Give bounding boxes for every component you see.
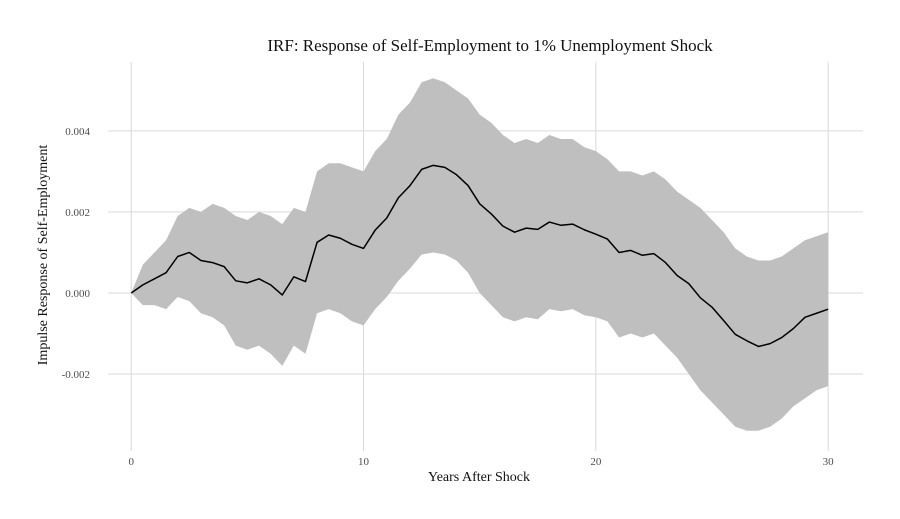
x-tick-label: 10 [358,456,370,468]
x-tick-label: 30 [823,456,835,468]
chart-title: IRF: Response of Self-Employment to 1% U… [267,36,713,55]
x-tick-label: 20 [590,456,602,468]
y-axis-title: Impulse Response of Self-Employment [36,145,51,366]
tick-labels: 0 10 20 30 -0.002 0.000 0.002 0.004 [62,126,835,468]
confidence-band [131,78,829,431]
y-tick-label: 0.000 [65,288,90,300]
y-tick-label: 0.004 [65,126,90,138]
x-tick-label: 0 [128,456,134,468]
y-tick-label: 0.002 [65,207,90,219]
y-tick-label: -0.002 [62,369,90,381]
irf-line [130,164,829,348]
x-axis-title: Years After Shock [428,470,530,485]
